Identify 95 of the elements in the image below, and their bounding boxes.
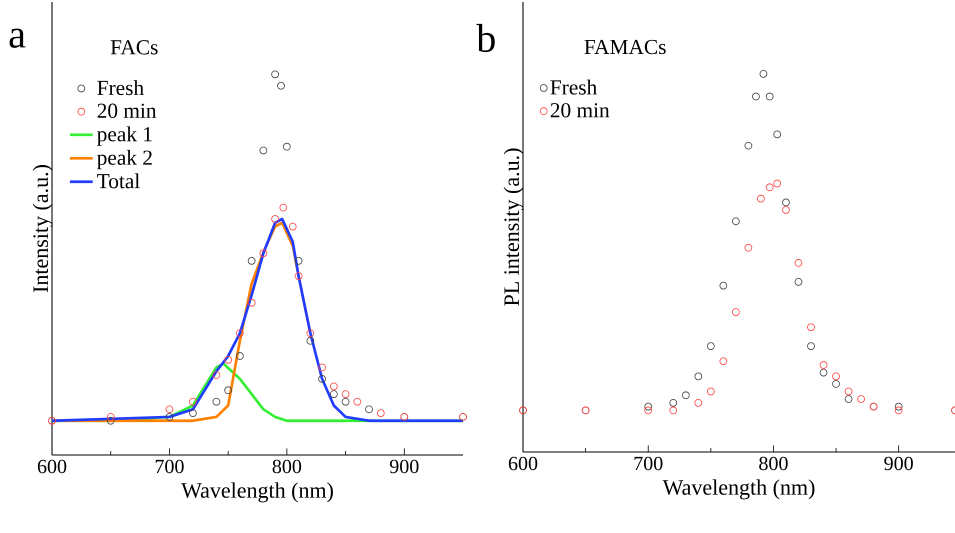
legend-label: peak 2	[97, 150, 152, 170]
point	[189, 409, 197, 417]
point	[260, 249, 268, 258]
point	[857, 395, 865, 403]
x-axis-title: Wavelength (nm)	[662, 479, 814, 500]
point	[342, 390, 350, 398]
point	[706, 342, 715, 350]
point	[106, 416, 115, 425]
y-axis-title: Intensity (a.u.)	[32, 165, 53, 292]
point	[782, 206, 790, 214]
point	[894, 402, 903, 410]
text: b	[476, 24, 495, 52]
point	[106, 413, 115, 421]
point	[271, 215, 279, 223]
point	[894, 406, 903, 414]
point	[682, 391, 690, 400]
point	[644, 402, 652, 410]
text: a	[10, 28, 26, 48]
point	[294, 272, 302, 280]
x-tick-label: 800	[272, 460, 302, 474]
point	[212, 371, 220, 379]
chart-title: FACs	[110, 40, 158, 54]
x-tick-label: 900	[884, 456, 913, 470]
point	[279, 204, 288, 212]
point	[807, 323, 815, 332]
point	[236, 329, 244, 338]
legend-label: Total	[97, 173, 140, 188]
point	[271, 70, 279, 78]
x-tick-label: 600	[38, 460, 66, 474]
point	[248, 256, 256, 265]
chart-title: FAMACs	[584, 40, 666, 54]
point	[794, 259, 802, 267]
point	[330, 382, 338, 390]
point	[330, 390, 338, 398]
point	[844, 395, 852, 403]
point	[820, 368, 828, 376]
point	[306, 329, 314, 338]
point	[732, 308, 740, 316]
point	[766, 183, 774, 192]
point	[644, 406, 652, 414]
point	[744, 142, 752, 150]
point	[832, 380, 840, 388]
point	[773, 180, 782, 188]
point	[318, 364, 326, 372]
point	[306, 336, 314, 345]
point	[757, 194, 765, 202]
point	[294, 256, 302, 265]
point	[752, 92, 760, 100]
legend-label: 20 min	[550, 103, 610, 118]
x-tick-label: 700	[634, 456, 662, 470]
point	[832, 372, 840, 380]
point	[260, 146, 268, 154]
point	[732, 217, 740, 226]
x-tick-label: 600	[508, 456, 538, 470]
legend-label: 20 min	[98, 104, 156, 118]
point	[773, 130, 782, 138]
point	[288, 222, 297, 230]
point	[353, 398, 362, 406]
legend-label: peak 1	[97, 126, 152, 146]
point	[189, 398, 197, 406]
point	[844, 388, 852, 396]
point	[365, 405, 373, 414]
point	[807, 342, 815, 350]
point	[236, 352, 244, 360]
x-tick-label: 900	[390, 460, 419, 474]
point	[212, 398, 220, 406]
point	[719, 282, 728, 290]
point	[277, 82, 285, 90]
x-tick-label: 800	[759, 456, 788, 470]
point	[376, 409, 385, 417]
point	[706, 388, 715, 396]
legend-label: Fresh	[97, 80, 144, 96]
point	[760, 70, 768, 78]
point	[342, 398, 350, 406]
point	[694, 372, 702, 380]
point	[719, 357, 728, 366]
point	[820, 361, 828, 369]
point	[766, 92, 774, 100]
legend-label: Fresh	[550, 80, 597, 95]
x-axis-title: Wavelength (nm)	[181, 482, 333, 502]
point	[669, 398, 678, 407]
point	[166, 413, 174, 421]
x-tick-label: 700	[156, 460, 184, 474]
point	[282, 142, 291, 151]
point	[224, 356, 232, 364]
point	[744, 244, 752, 252]
point	[794, 278, 802, 286]
point	[224, 386, 232, 394]
point	[694, 398, 702, 407]
point	[782, 198, 790, 206]
point	[318, 375, 326, 383]
point	[669, 406, 678, 414]
point	[248, 298, 256, 307]
point	[166, 405, 174, 414]
y-axis-title: PL intensity (a.u.)	[504, 148, 524, 306]
